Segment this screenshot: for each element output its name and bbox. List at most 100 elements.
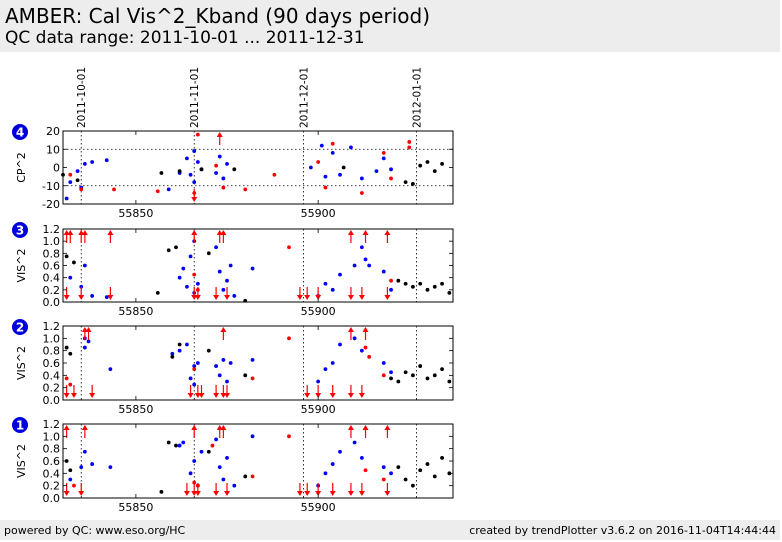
data-point (181, 440, 186, 445)
data-point (225, 456, 229, 460)
data-point (367, 354, 372, 359)
data-point (323, 185, 328, 190)
outlier-arrow-head (216, 132, 223, 137)
data-point (68, 468, 73, 473)
data-point (432, 169, 437, 174)
data-point (166, 248, 171, 253)
data-point (352, 263, 357, 268)
data-point (330, 361, 335, 365)
data-point (214, 163, 218, 168)
outlier-arrow-head (78, 491, 85, 496)
y-tick-label: 0.2 (43, 284, 61, 297)
outlier-arrow-head (384, 295, 391, 300)
x-tick-label: 55850 (118, 305, 153, 318)
data-point (330, 141, 335, 146)
data-point (108, 367, 113, 372)
data-point (396, 465, 401, 470)
data-point (411, 182, 415, 186)
data-point (192, 382, 197, 387)
date-marker-label: 2011-10-01 (76, 67, 88, 128)
data-point (411, 373, 415, 378)
date-marker-label: 2012-01-01 (412, 67, 424, 128)
y-axis-label: CP^2 (15, 152, 28, 183)
outlier-arrow-head (191, 230, 198, 235)
data-point (72, 260, 76, 265)
y-tick-label: 0.0 (43, 492, 61, 505)
data-point (447, 379, 452, 384)
data-point (174, 245, 178, 250)
outlier-arrow-head (347, 425, 354, 430)
data-point (177, 275, 182, 280)
outlier-arrow-head (315, 295, 322, 300)
data-point (228, 361, 233, 365)
outlier-arrow-head (358, 393, 365, 398)
data-point (323, 471, 328, 476)
outlier-arrow-head (384, 230, 391, 235)
data-point (214, 245, 218, 250)
data-point (68, 275, 73, 280)
outlier-arrow-head (362, 327, 369, 332)
data-point (166, 440, 171, 445)
data-point (381, 373, 386, 378)
y-tick-label: 0.8 (43, 247, 61, 260)
outlier-arrow-head (89, 393, 96, 398)
data-point (199, 449, 204, 454)
footer-bar: powered by QC: www.eso.org/HC created by… (0, 520, 780, 540)
y-axis-label: VIS^2 (15, 249, 28, 283)
date-marker-label: 2011-12-01 (299, 67, 311, 128)
data-point (104, 295, 109, 300)
page-subtitle: QC data range: 2011-10-01 ... 2011-12-31 (5, 28, 365, 48)
y-tick-label: 0.8 (43, 345, 61, 358)
data-point (381, 269, 386, 274)
outlier-arrow-head (81, 230, 88, 235)
data-point (418, 364, 423, 368)
y-tick-label: 1.2 (43, 223, 61, 236)
data-point (440, 367, 444, 372)
data-point (243, 187, 248, 192)
data-point (330, 287, 335, 292)
data-point (199, 167, 204, 172)
outlier-arrow-head (347, 295, 354, 300)
data-point (250, 358, 255, 362)
data-point (192, 367, 197, 372)
panel-number: 1 (16, 419, 24, 433)
data-point (272, 172, 277, 177)
outlier-arrow-head (329, 393, 336, 398)
data-point (338, 172, 342, 177)
page-title: AMBER: Cal Vis^2_Kband (90 days period) (5, 4, 430, 28)
data-point (389, 278, 393, 283)
outlier-arrow-head (347, 230, 354, 235)
data-point (79, 187, 84, 192)
panel-4 (12, 124, 454, 205)
outlier-arrow-head (198, 393, 205, 398)
panel-number: 4 (16, 126, 24, 140)
outlier-arrow-head (315, 393, 322, 398)
y-axis-label: VIS^2 (15, 444, 28, 478)
data-point (170, 354, 175, 359)
outlier-arrow-head (347, 327, 354, 332)
data-point (192, 480, 197, 485)
y-tick-label: 0 (53, 162, 60, 175)
data-point (181, 266, 186, 271)
data-point (188, 172, 193, 177)
data-point (287, 434, 291, 439)
data-point (359, 456, 364, 460)
panel-number: 3 (16, 224, 24, 238)
y-tick-label: 0.4 (43, 369, 61, 382)
data-point (389, 471, 393, 476)
data-point (217, 269, 222, 274)
data-point (225, 379, 229, 384)
data-point (221, 176, 226, 181)
outlier-arrow-head (183, 491, 190, 496)
data-point (316, 379, 321, 384)
data-point (90, 294, 95, 298)
data-point (389, 167, 393, 172)
data-point (82, 161, 87, 166)
outlier-arrow-head (296, 295, 303, 300)
data-point (221, 185, 226, 190)
outlier-arrow-head (194, 295, 201, 300)
data-point (381, 477, 386, 482)
data-point (217, 154, 222, 159)
panel-frame (62, 423, 454, 499)
data-point (68, 172, 73, 177)
